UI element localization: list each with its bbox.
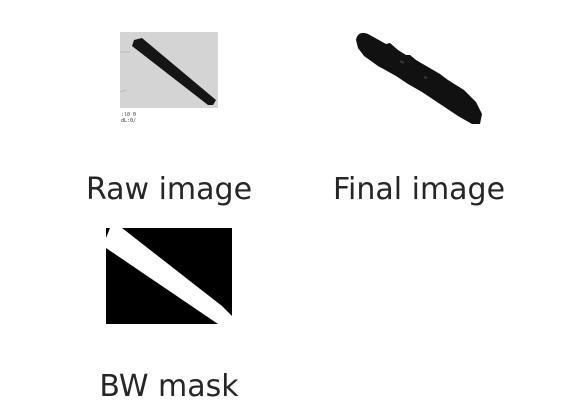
final-image [356, 32, 482, 124]
raw-scale-label: :l0 0 [121, 112, 136, 118]
raw-scale-label-2: dL:0/ [121, 118, 136, 124]
bw-mask-caption: BW mask [99, 369, 239, 404]
final-image-caption: Final image [332, 172, 506, 207]
final-object [356, 32, 482, 124]
raw-object [132, 38, 216, 105]
raw-image-caption: Raw image [85, 172, 253, 207]
bw-mask [106, 228, 232, 324]
mask-object [106, 228, 232, 324]
raw-image: :l0 0 dL:0/ [120, 32, 218, 126]
